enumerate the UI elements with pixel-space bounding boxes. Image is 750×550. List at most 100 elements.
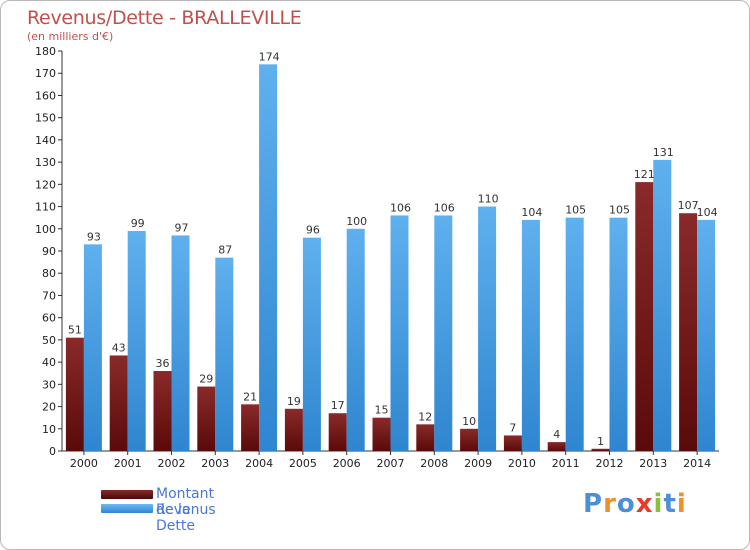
data-label-revenus: 110 (478, 193, 499, 206)
x-tick-label: 2012 (596, 457, 624, 470)
data-label-revenus: 97 (175, 221, 189, 234)
y-tick-label: 0 (49, 445, 56, 458)
data-label-revenus: 105 (565, 204, 586, 217)
x-tick-label: 2003 (201, 457, 229, 470)
bar-dette (635, 182, 654, 451)
data-label-dette: 121 (634, 168, 655, 181)
data-label-dette: 17 (331, 399, 345, 412)
data-label-revenus: 105 (609, 204, 630, 217)
x-tick-label: 2004 (245, 457, 273, 470)
bar-revenus (565, 217, 584, 451)
bar-revenus (653, 159, 672, 451)
bar-dette (460, 428, 479, 451)
legend-label-revenus: Revenus (156, 502, 216, 518)
bar-revenus (346, 228, 365, 451)
legend-swatch-dette (101, 490, 153, 499)
bar-dette (372, 417, 391, 451)
proxiti-logo: Proxiti (583, 489, 687, 519)
y-tick-label: 70 (42, 289, 56, 302)
data-label-revenus: 106 (434, 201, 455, 214)
bar-dette (591, 448, 610, 451)
bar-dette (503, 435, 522, 451)
data-labels: 5193439936972987211741996171001510612106… (68, 50, 718, 447)
bar-dette (679, 213, 698, 451)
y-tick-label: 40 (42, 356, 56, 369)
bar-revenus (127, 231, 146, 451)
y-tick-label: 100 (35, 223, 56, 236)
bar-revenus (171, 235, 190, 451)
y-tick-label: 50 (42, 334, 56, 347)
x-tick-label: 2007 (377, 457, 405, 470)
data-label-dette: 19 (287, 395, 301, 408)
data-label-dette: 1 (597, 435, 604, 448)
data-label-revenus: 174 (259, 50, 280, 63)
bar-dette (416, 424, 435, 451)
data-label-dette: 15 (375, 404, 389, 417)
bar-revenus (697, 219, 716, 451)
data-label-revenus: 99 (131, 217, 145, 230)
y-tick-label: 180 (35, 45, 56, 58)
y-tick-label: 30 (42, 378, 56, 391)
bar-dette (547, 442, 566, 451)
data-label-revenus: 100 (346, 215, 367, 228)
y-tick-label: 80 (42, 267, 56, 280)
x-tick-label: 2011 (552, 457, 580, 470)
chart-title: Revenus/Dette - BRALLEVILLE (27, 7, 302, 29)
bar-revenus (390, 215, 409, 451)
data-label-dette: 107 (678, 199, 699, 212)
y-tick-label: 150 (35, 112, 56, 125)
bar-dette (65, 337, 84, 451)
bar-dette (328, 413, 347, 451)
bar-dette (197, 386, 216, 451)
data-label-dette: 43 (112, 341, 126, 354)
bar-dette (284, 408, 303, 451)
data-label-revenus: 87 (218, 244, 232, 257)
y-tick-label: 110 (35, 201, 56, 214)
x-tick-label: 2006 (333, 457, 361, 470)
bar-revenus (302, 237, 321, 451)
data-label-dette: 7 (509, 421, 516, 434)
data-label-revenus: 131 (653, 146, 674, 159)
bar-dette (109, 355, 128, 451)
bar-revenus (434, 215, 453, 451)
data-label-dette: 4 (553, 428, 560, 441)
y-tick-label: 140 (35, 134, 56, 147)
data-label-dette: 12 (418, 410, 432, 423)
x-tick-label: 2013 (639, 457, 667, 470)
x-tick-label: 2010 (508, 457, 536, 470)
x-tick-label: 2009 (464, 457, 492, 470)
bar-revenus (259, 64, 278, 452)
bar-revenus (478, 206, 497, 451)
x-tick-label: 2000 (70, 457, 98, 470)
y-tick-label: 10 (42, 423, 56, 436)
bar-dette (241, 404, 260, 451)
data-label-revenus: 106 (390, 201, 411, 214)
y-tick-label: 60 (42, 312, 56, 325)
data-label-dette: 29 (199, 373, 213, 386)
bar-dette (153, 371, 172, 451)
data-label-revenus: 104 (521, 206, 542, 219)
y-tick-label: 90 (42, 245, 56, 258)
data-label-dette: 10 (462, 415, 476, 428)
x-tick-label: 2014 (683, 457, 711, 470)
x-tick-label: 2001 (114, 457, 142, 470)
data-label-dette: 36 (156, 357, 170, 370)
legend-swatch-revenus (101, 504, 153, 513)
bar-revenus (609, 217, 628, 451)
x-tick-label: 2002 (158, 457, 186, 470)
bar-revenus (215, 257, 234, 451)
data-label-revenus: 96 (306, 224, 320, 237)
y-tick-label: 20 (42, 401, 56, 414)
axes: 0102030405060708090100110120130140150160… (35, 45, 719, 470)
bar-revenus (521, 219, 540, 451)
x-tick-label: 2005 (289, 457, 317, 470)
bars (65, 64, 716, 452)
chart-subtitle: (en milliers d'€) (27, 30, 114, 43)
data-label-revenus: 104 (697, 206, 718, 219)
y-tick-label: 120 (35, 178, 56, 191)
bar-revenus (83, 244, 102, 451)
y-tick-label: 170 (35, 67, 56, 80)
data-label-dette: 21 (243, 390, 257, 403)
